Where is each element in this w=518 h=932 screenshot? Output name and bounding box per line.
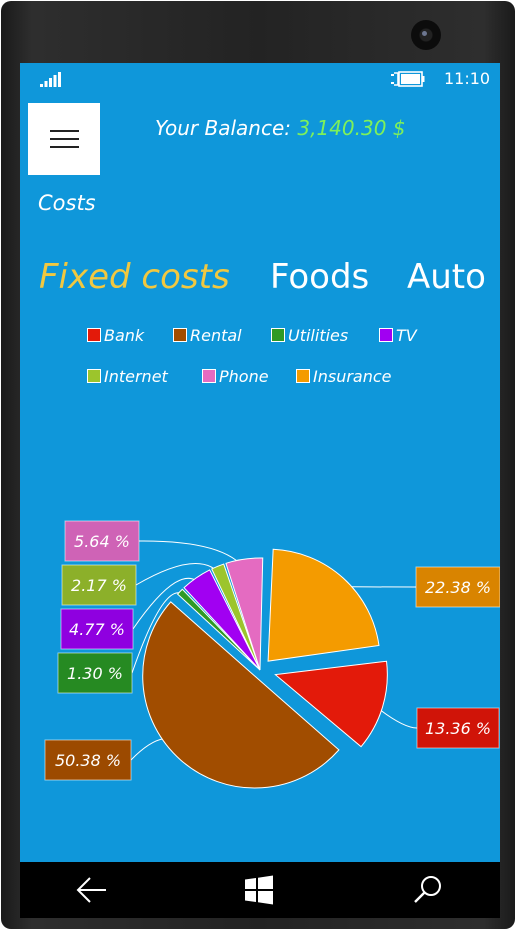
- back-arrow-icon[interactable]: [75, 875, 109, 905]
- pie-slice-phone[interactable]: [225, 557, 264, 671]
- pie-slice-utilities[interactable]: [176, 588, 261, 671]
- pie-chart: 22.38 % 13.36 % 50.38 % 1.30 % 4.77 % 2.17 % 5…: [44, 520, 500, 789]
- data-label-text: 2.17 %: [71, 576, 127, 595]
- data-label-phone: 5.64 %: [64, 520, 140, 562]
- pie-slice-tv[interactable]: [183, 569, 261, 671]
- data-label-text: 50.38 %: [55, 751, 121, 770]
- data-label-text: 4.77 %: [69, 620, 125, 639]
- legend-swatch: [173, 328, 187, 342]
- hamburger-line: [50, 146, 79, 148]
- tab-auto[interactable]: Auto: [407, 257, 486, 297]
- legend-item-phone: Phone: [202, 366, 269, 386]
- legend-swatch: [271, 328, 285, 342]
- app-screen: 11:10 Your Balance: 3,140.30 $ Costs Fix…: [20, 63, 500, 918]
- data-label-text: 13.36 %: [425, 719, 491, 738]
- data-label-box: [64, 520, 140, 562]
- status-clock: 11:10: [444, 69, 491, 88]
- hamburger-menu-icon: [50, 130, 79, 132]
- data-label-text: 5.64 %: [74, 532, 130, 551]
- legend-label: Insurance: [313, 366, 392, 386]
- data-label-box: [44, 739, 132, 781]
- data-label-tv: 4.77 %: [60, 608, 134, 650]
- data-label-box: [57, 652, 133, 694]
- windows-nav-bar: [20, 862, 500, 918]
- data-label-box: [415, 566, 500, 608]
- legend-swatch: [87, 328, 101, 342]
- legend-label: Rental: [190, 325, 242, 345]
- data-label-insurance: 22.38 %: [415, 566, 500, 608]
- legend-swatch: [202, 369, 216, 383]
- data-label-box: [416, 707, 500, 749]
- legend-item-internet: Internet: [87, 366, 168, 386]
- pie-slice-bank[interactable]: [274, 660, 388, 748]
- legend-label: Phone: [219, 366, 269, 386]
- data-label-text: 1.30 %: [67, 664, 123, 683]
- tab-fixed-costs[interactable]: Fixed costs: [39, 257, 230, 297]
- legend-item-utilities: Utilities: [271, 325, 348, 345]
- legend-item-insurance: Insurance: [296, 366, 392, 386]
- pie-slice-internet[interactable]: [211, 563, 261, 671]
- data-label-internet: 2.17 %: [61, 564, 137, 606]
- battery-charging-icon: [391, 71, 425, 87]
- signal-bars-icon: [40, 72, 61, 87]
- legend-item-bank: Bank: [87, 325, 144, 345]
- legend-label: Internet: [104, 366, 168, 386]
- data-label-utilities: 1.30 %: [57, 652, 133, 694]
- balance-display: Your Balance: 3,140.30 $: [155, 116, 406, 140]
- data-label-rental: 50.38 %: [44, 739, 132, 781]
- pie-slice-insurance[interactable]: [267, 548, 380, 662]
- data-label-box: [61, 564, 137, 606]
- status-bar: 11:10: [20, 63, 500, 93]
- data-label-bank: 13.36 %: [416, 707, 500, 749]
- legend-label: TV: [396, 325, 417, 345]
- front-camera-icon: [411, 20, 441, 50]
- legend-swatch: [379, 328, 393, 342]
- legend-swatch: [87, 369, 101, 383]
- balance-label: Your Balance:: [155, 116, 298, 140]
- windows-start-icon[interactable]: [244, 875, 274, 905]
- pie-slice-rental[interactable]: [142, 601, 340, 789]
- legend-label: Utilities: [288, 325, 349, 345]
- legend-swatch: [296, 369, 310, 383]
- data-label-box: [60, 608, 134, 650]
- search-icon[interactable]: [412, 874, 444, 906]
- balance-value: 3,140.30 $: [297, 116, 406, 140]
- legend-item-tv: TV: [379, 325, 417, 345]
- hamburger-line: [50, 138, 79, 140]
- tab-foods[interactable]: Foods: [270, 257, 370, 297]
- data-label-text: 22.38 %: [425, 578, 491, 597]
- legend-label: Bank: [104, 325, 145, 345]
- hamburger-menu-button[interactable]: [28, 103, 100, 175]
- page-title: Costs: [38, 191, 96, 215]
- legend-item-rental: Rental: [173, 325, 242, 345]
